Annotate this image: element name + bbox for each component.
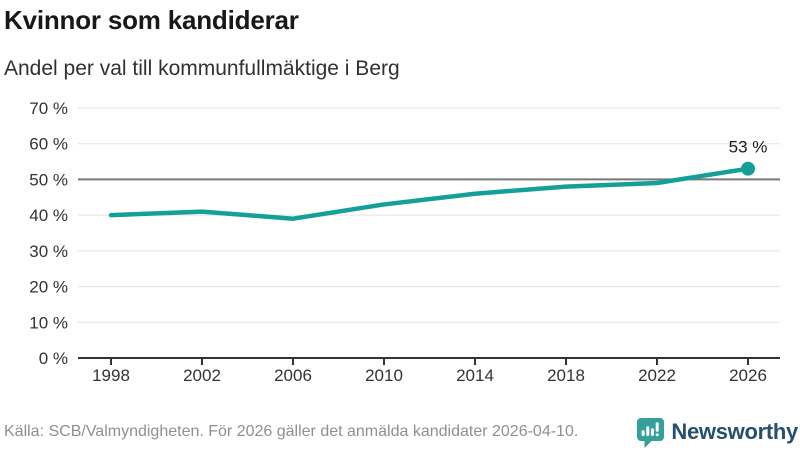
footer: Källa: SCB/Valmyndigheten. För 2026 gäll…: [4, 416, 798, 448]
end-point-label: 53 %: [729, 138, 768, 157]
chart-title: Kvinnor som kandiderar: [4, 5, 299, 35]
x-tick-label: 2022: [638, 366, 676, 385]
y-tick-label: 60 %: [29, 135, 68, 154]
x-tick-label: 1998: [92, 366, 130, 385]
newsworthy-logo: Newsworthy: [636, 417, 798, 448]
newsworthy-chart-bubble-icon: [637, 417, 665, 448]
x-tick-label: 2026: [729, 366, 767, 385]
x-tick-label: 2006: [274, 366, 312, 385]
source-note: Källa: SCB/Valmyndigheten. För 2026 gäll…: [4, 423, 579, 440]
x-tick-label: 2014: [456, 366, 494, 385]
y-tick-label: 10 %: [29, 313, 68, 332]
y-tick-label: 40 %: [29, 206, 68, 225]
x-tick-label: 2018: [547, 366, 585, 385]
newsworthy-wordmark: Newsworthy: [671, 419, 798, 444]
x-tick-label: 2002: [183, 366, 221, 385]
end-point-marker: [741, 161, 755, 176]
y-tick-label: 50 %: [29, 170, 68, 189]
y-tick-label: 70 %: [29, 99, 68, 118]
y-tick-label: 30 %: [29, 242, 68, 261]
line-chart: 0 % 10 % 20 % 30 % 40 % 50 % 60 % 70 % 1998 2002 2…: [29, 99, 780, 385]
chart-subtitle: Andel per val till kommunfullmäktige i B…: [4, 57, 400, 80]
y-tick-label: 20 %: [29, 278, 68, 297]
data-line: [108, 166, 751, 221]
x-tick-label: 2010: [365, 366, 403, 385]
y-tick-label: 0 %: [39, 349, 68, 368]
